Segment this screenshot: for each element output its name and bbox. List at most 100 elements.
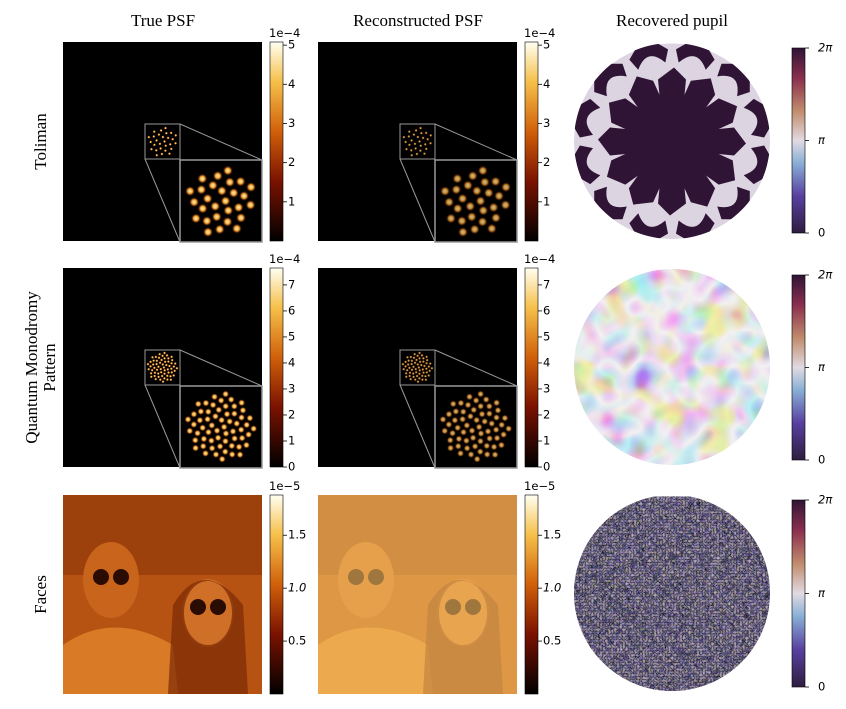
psf-speckle — [429, 133, 433, 137]
psf-speckle — [166, 370, 171, 375]
tick-label: 4 — [288, 77, 295, 91]
zoom-line — [179, 123, 263, 161]
psf-speckle — [169, 355, 174, 359]
row-label: Quantum Monodromy — [22, 291, 41, 444]
psf-speckle — [416, 380, 420, 384]
zoom-line — [399, 384, 436, 469]
tick-label: 5 — [288, 38, 295, 52]
psf-speckle — [410, 368, 414, 372]
psf-speckle — [197, 407, 205, 416]
psf-speckle — [149, 140, 153, 144]
tick-label: π — [818, 133, 826, 147]
psf-speckle — [424, 361, 429, 365]
colorbar — [791, 47, 806, 234]
psf-speckle — [173, 141, 178, 145]
psf-speckle — [475, 196, 486, 206]
psf-speckle — [166, 356, 170, 360]
psf-speckle — [167, 364, 172, 368]
tick-label: 0 — [288, 460, 295, 474]
psf-speckle — [159, 146, 163, 151]
psf-speckle — [413, 378, 417, 382]
psf-speckle — [421, 136, 425, 140]
colorbar — [791, 274, 806, 461]
psf-speckle — [172, 373, 176, 378]
tick-label: 0 — [818, 453, 825, 467]
tick-label: 0 — [543, 460, 550, 474]
psf-speckle — [425, 358, 429, 362]
psf-speckle — [440, 186, 451, 197]
psf-speckle — [419, 363, 423, 367]
psf-speckle — [424, 378, 428, 382]
psf-speckle — [223, 205, 234, 216]
psf-speckle — [446, 436, 454, 444]
psf-speckle — [209, 401, 217, 409]
psf-speckle — [457, 399, 465, 407]
psf-speckle — [456, 449, 465, 457]
psf-speckle — [169, 131, 173, 135]
pupil — [574, 43, 770, 239]
psf-speckle — [173, 361, 177, 366]
psf-speckle — [146, 362, 150, 366]
zoom-line — [144, 158, 181, 243]
psf-speckle — [420, 377, 425, 382]
psf-speckle — [404, 371, 408, 375]
psf-speckle — [483, 442, 491, 450]
psf-speckle — [500, 199, 511, 210]
psf-speckle — [212, 450, 220, 459]
psf-speckle — [412, 133, 416, 137]
face — [184, 581, 232, 645]
psf-speckle — [242, 441, 251, 449]
colorbar — [524, 267, 539, 468]
psf-speckle — [473, 416, 481, 424]
psf-speckle — [163, 368, 167, 372]
psf-speckle — [222, 165, 233, 176]
psf-speckle — [401, 362, 405, 366]
psf-speckle — [158, 361, 162, 365]
colorbar — [269, 41, 284, 242]
psf-speckle — [422, 152, 427, 156]
psf-speckle — [243, 421, 251, 429]
psf-speckle — [473, 455, 481, 463]
psf-speckle — [472, 396, 480, 405]
psf-speckle — [409, 355, 413, 359]
psf-speckle — [191, 444, 200, 452]
psf-speckle — [162, 356, 167, 360]
psf-speckle — [426, 137, 430, 141]
psf-speckle — [238, 399, 246, 407]
psf-speckle — [498, 421, 506, 429]
psf-speckle — [407, 359, 411, 363]
psf-speckle — [158, 352, 162, 356]
psf-speckle — [428, 361, 432, 366]
zoom-line — [179, 349, 263, 387]
psf-speckle — [230, 402, 238, 410]
pupil-noise — [574, 496, 770, 691]
psf-speckle — [201, 216, 212, 227]
psf-speckle — [230, 410, 238, 418]
psf-speckle — [478, 205, 489, 216]
psf-speckle — [462, 180, 473, 191]
psf-speckle — [160, 152, 164, 156]
zoom-line — [399, 158, 436, 243]
zoom-line — [144, 384, 181, 469]
psf-speckle — [166, 367, 170, 372]
psf-speckle — [160, 374, 164, 378]
psf-speckle — [233, 202, 244, 213]
psf-speckle — [231, 223, 242, 234]
psf-speckle — [154, 362, 159, 366]
psf-speckle — [420, 353, 424, 357]
psf-speckle — [220, 423, 228, 431]
psf-speckle — [418, 360, 422, 364]
psf-speckle — [452, 173, 463, 184]
psf-speckle — [157, 356, 161, 360]
tick-label: 0 — [818, 680, 825, 694]
psf-speckle — [151, 362, 155, 367]
psf-speckle — [403, 364, 408, 368]
psf-speckle — [149, 147, 154, 151]
psf-speckle — [404, 140, 408, 144]
psf-speckle — [202, 193, 213, 204]
psf-speckle — [190, 410, 198, 418]
sunglasses — [190, 599, 206, 615]
tick-label: 3 — [543, 381, 550, 395]
psf-speckle — [152, 130, 156, 134]
